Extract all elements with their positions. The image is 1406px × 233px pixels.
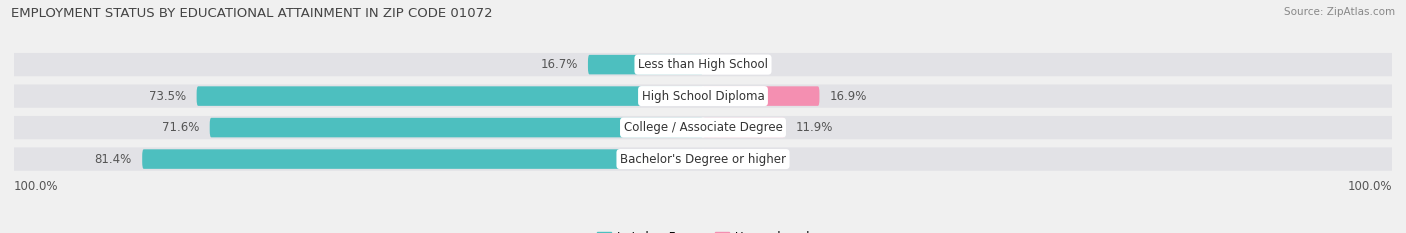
FancyBboxPatch shape (0, 116, 1406, 139)
FancyBboxPatch shape (703, 118, 785, 137)
Text: EMPLOYMENT STATUS BY EDUCATIONAL ATTAINMENT IN ZIP CODE 01072: EMPLOYMENT STATUS BY EDUCATIONAL ATTAINM… (11, 7, 494, 20)
Text: 81.4%: 81.4% (94, 153, 132, 166)
FancyBboxPatch shape (142, 149, 703, 169)
Text: Source: ZipAtlas.com: Source: ZipAtlas.com (1284, 7, 1395, 17)
Text: Less than High School: Less than High School (638, 58, 768, 71)
FancyBboxPatch shape (0, 84, 1406, 108)
FancyBboxPatch shape (703, 149, 745, 169)
FancyBboxPatch shape (209, 118, 703, 137)
Text: 16.9%: 16.9% (830, 90, 868, 103)
FancyBboxPatch shape (703, 86, 820, 106)
Text: College / Associate Degree: College / Associate Degree (624, 121, 782, 134)
Text: 16.7%: 16.7% (540, 58, 578, 71)
FancyBboxPatch shape (588, 55, 703, 74)
FancyBboxPatch shape (0, 147, 1406, 171)
Legend: In Labor Force, Unemployed: In Labor Force, Unemployed (592, 226, 814, 233)
Text: High School Diploma: High School Diploma (641, 90, 765, 103)
FancyBboxPatch shape (0, 53, 1406, 76)
Text: 6.2%: 6.2% (756, 153, 786, 166)
Text: 11.9%: 11.9% (796, 121, 832, 134)
Text: 0.0%: 0.0% (717, 58, 747, 71)
Text: 100.0%: 100.0% (14, 181, 59, 193)
Text: Bachelor's Degree or higher: Bachelor's Degree or higher (620, 153, 786, 166)
Text: 71.6%: 71.6% (162, 121, 200, 134)
FancyBboxPatch shape (197, 86, 703, 106)
Text: 100.0%: 100.0% (1347, 181, 1392, 193)
Text: 73.5%: 73.5% (149, 90, 186, 103)
